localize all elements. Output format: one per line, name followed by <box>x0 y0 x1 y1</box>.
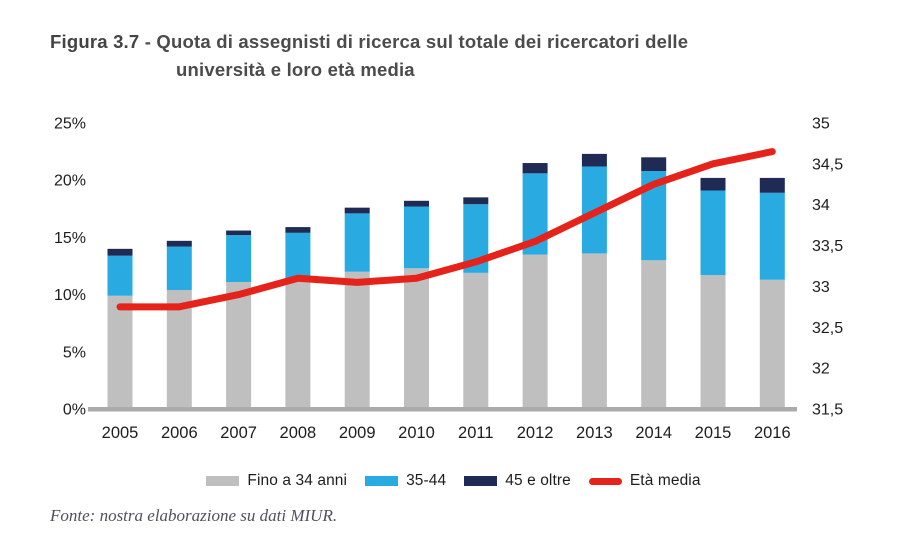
bar-segment <box>285 232 311 280</box>
right-axis-tick-label: 33,5 <box>812 238 843 255</box>
bar-segment <box>344 213 370 272</box>
bar-segment <box>285 227 311 233</box>
bar-segment <box>522 254 548 409</box>
bar-segment <box>641 157 667 172</box>
bar-segment <box>522 163 548 174</box>
legend-item-fino-a-34-anni: Fino a 34 anni <box>206 472 347 490</box>
left-axis-tick-label: 20% <box>54 173 86 190</box>
legend-label: 35-44 <box>406 472 447 489</box>
bar-segment <box>759 279 785 409</box>
x-axis-year-label: 2013 <box>576 424 613 442</box>
bar-segment <box>226 282 252 409</box>
bar-segment <box>759 177 785 193</box>
legend-swatch-navy-icon <box>464 476 498 486</box>
bar-segment <box>107 255 133 296</box>
legend-label: 45 e oltre <box>505 472 571 489</box>
bar-segment <box>700 190 726 276</box>
left-axis-tick-label: 25% <box>54 116 86 133</box>
left-axis-tick-label: 10% <box>54 287 86 304</box>
bar-segment <box>404 200 429 207</box>
x-axis-year-label: 2006 <box>161 424 198 442</box>
x-axis-year-label: 2010 <box>398 424 435 442</box>
x-axis-year-label: 2012 <box>517 424 554 442</box>
bar-segment <box>641 260 667 409</box>
legend-label: Fino a 34 anni <box>247 472 348 489</box>
figure-title-line2: università e loro età media <box>176 59 415 80</box>
left-axis-tick-label: 15% <box>54 230 86 247</box>
right-axis-tick-label: 32,5 <box>812 320 843 337</box>
bar-segment <box>166 240 192 247</box>
bar-segment <box>226 230 252 236</box>
figure-title-text: - Quota di assegnisti di ricerca sul tot… <box>139 31 689 52</box>
bar-segment <box>463 272 489 409</box>
bar-segment <box>404 268 429 409</box>
legend-label: Età media <box>629 472 701 489</box>
source-note: Fonte: nostra elaborazione su dati MIUR. <box>50 506 338 525</box>
bar-segment <box>581 153 607 167</box>
bar-segment <box>285 279 311 409</box>
x-axis-year-label: 2005 <box>102 424 139 442</box>
x-axis-year-label: 2009 <box>339 424 376 442</box>
bar-segment <box>107 248 133 256</box>
left-axis-tick-label: 5% <box>63 344 86 361</box>
legend-item-45-e-oltre: 45 e oltre <box>464 472 571 490</box>
right-axis-tick-label: 34 <box>812 197 830 214</box>
left-axis-tick-label: 0% <box>63 402 86 419</box>
x-axis-year-label: 2011 <box>458 424 493 442</box>
figure-title-line1: Figura 3.7 - Quota di assegnisti di rice… <box>50 28 688 56</box>
bar-segment <box>344 207 370 214</box>
bar-segment <box>700 275 726 409</box>
bar-segment <box>581 253 607 409</box>
x-axis-line <box>88 407 797 412</box>
x-axis-year-label: 2008 <box>280 424 317 442</box>
right-axis-tick-label: 33 <box>812 279 830 296</box>
x-axis-year-label: 2016 <box>754 424 791 442</box>
right-axis-tick-label: 32 <box>812 361 830 378</box>
legend-swatch-redline-icon <box>588 477 622 485</box>
legend-item-eta-media: Età media <box>588 472 701 490</box>
bar-segment <box>107 295 133 409</box>
bar-segment <box>700 177 726 191</box>
x-axis-year-label: 2014 <box>635 424 672 442</box>
x-axis-year-label: 2007 <box>220 424 257 442</box>
figure-number: Figura 3.7 <box>50 31 140 52</box>
right-axis-tick-label: 34,5 <box>812 156 843 173</box>
bar-segment <box>166 246 192 291</box>
legend-item-35-44: 35-44 <box>365 472 446 490</box>
bar-segment <box>759 192 785 280</box>
bar-segment <box>404 206 429 269</box>
right-axis-tick-label: 35 <box>812 116 830 133</box>
bar-segment <box>463 197 489 205</box>
legend-swatch-blue-icon <box>365 476 399 486</box>
bar-segment <box>226 235 252 283</box>
right-axis-tick-label: 31,5 <box>812 402 843 419</box>
eta-media-line <box>116 148 776 311</box>
legend-swatch-gray-icon <box>206 476 240 486</box>
x-axis-year-label: 2015 <box>695 424 732 442</box>
bar-segment <box>344 271 370 409</box>
chart-legend: Fino a 34 anni 35-44 45 e oltre Età medi… <box>0 472 907 490</box>
figure-title: Figura 3.7 - Quota di assegnisti di rice… <box>50 28 688 84</box>
